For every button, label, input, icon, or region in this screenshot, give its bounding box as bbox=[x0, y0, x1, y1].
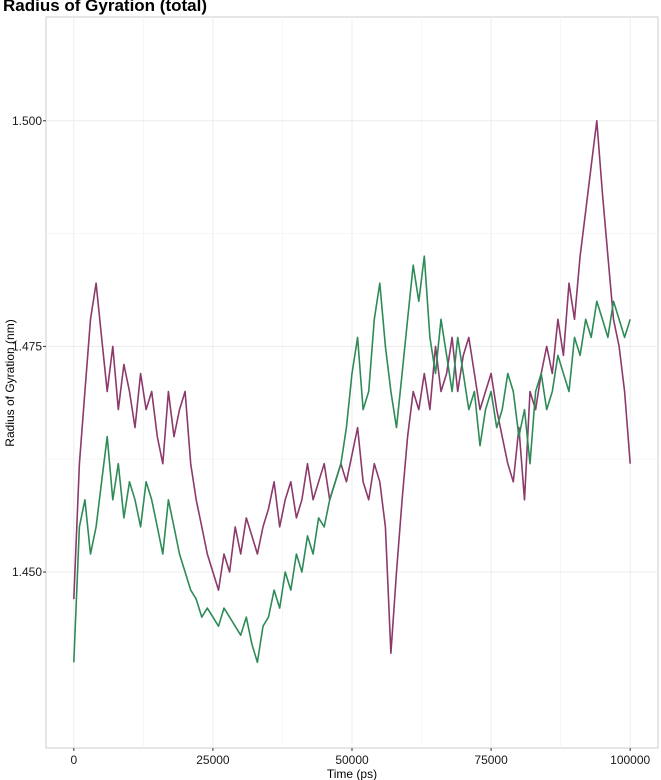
chart-title: Radius of Gyration (total) bbox=[3, 0, 207, 15]
grid-lines bbox=[46, 17, 658, 748]
x-axis-label: Time (ps) bbox=[327, 767, 377, 780]
x-tick-label: 0 bbox=[70, 753, 77, 767]
series-line-2 bbox=[73, 255, 631, 664]
y-tick-label: 1.450 bbox=[12, 565, 42, 579]
series-layer bbox=[73, 120, 631, 664]
x-axis-ticks: 0 25000 50000 75000 100000 bbox=[70, 748, 651, 767]
x-tick-label: 75000 bbox=[474, 753, 508, 767]
x-tick-label: 50000 bbox=[335, 753, 369, 767]
y-axis-ticks: 1.450 1.475 1.500 bbox=[12, 114, 46, 579]
series-line-1 bbox=[73, 120, 631, 654]
x-tick-label: 100000 bbox=[610, 753, 650, 767]
x-tick-label: 25000 bbox=[196, 753, 230, 767]
y-tick-label: 1.500 bbox=[12, 114, 42, 128]
y-axis-label: Radius of Gyration (nm) bbox=[3, 319, 17, 446]
y-tick-label: 1.475 bbox=[12, 339, 42, 353]
